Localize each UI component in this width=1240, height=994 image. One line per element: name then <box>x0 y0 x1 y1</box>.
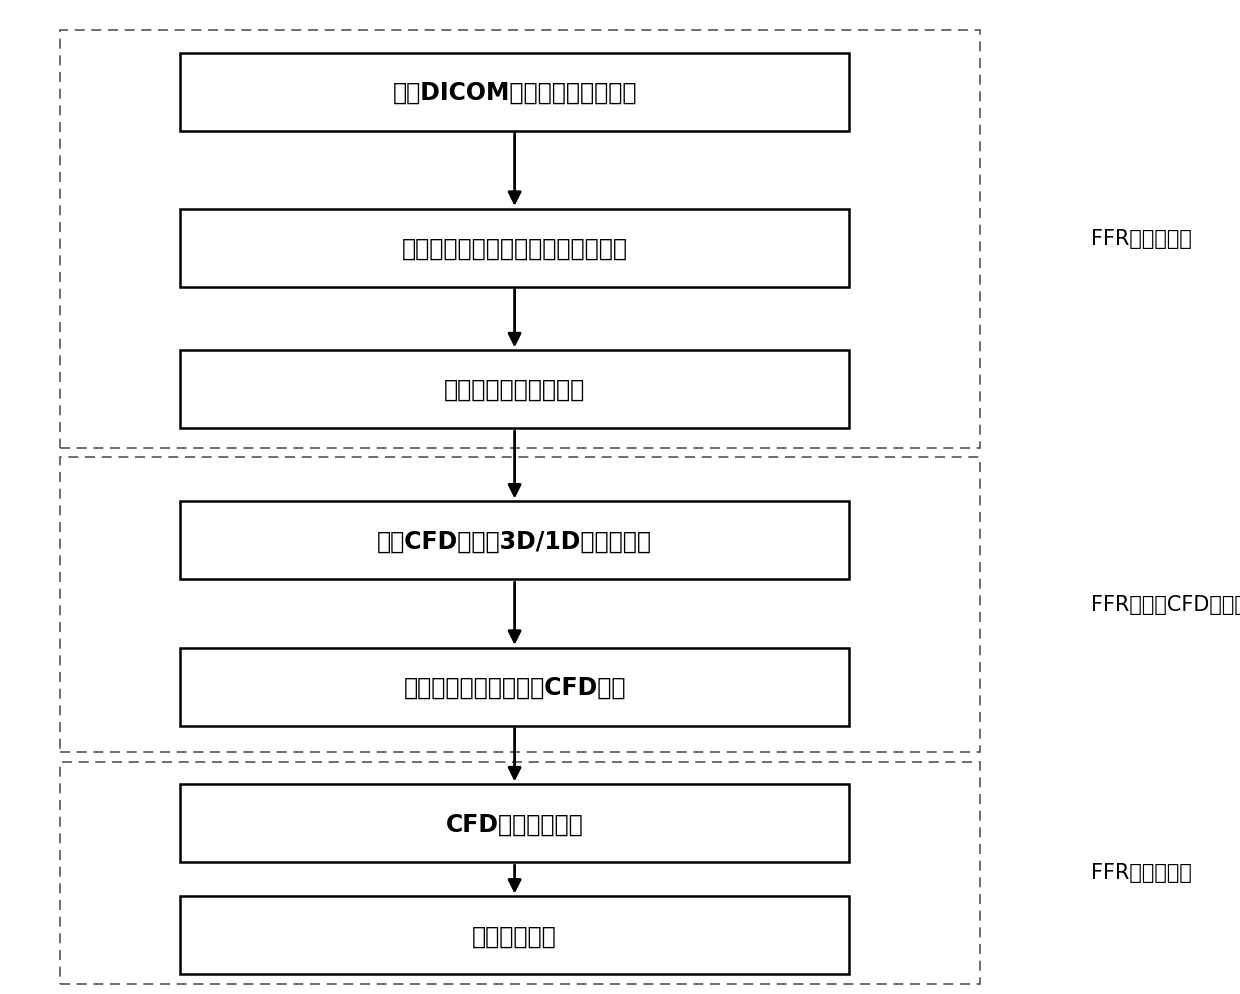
Text: 病人DICOM医学图像分析、处理: 病人DICOM医学图像分析、处理 <box>392 81 637 104</box>
Text: 血管树的几何模型生成: 血管树的几何模型生成 <box>444 378 585 402</box>
Text: FFR计算后处理: FFR计算后处理 <box>1091 862 1192 883</box>
Bar <box>60 762 980 984</box>
Text: CFD结果的后处理: CFD结果的后处理 <box>445 811 584 835</box>
Bar <box>180 784 849 863</box>
Text: 属性、边界条件设置和CFD计算: 属性、边界条件设置和CFD计算 <box>403 675 626 699</box>
Text: 病例分析报告: 病例分析报告 <box>472 923 557 947</box>
Text: 建立CFD模型（3D/1D）及其网格: 建立CFD模型（3D/1D）及其网格 <box>377 529 652 553</box>
Bar <box>180 648 849 726</box>
Text: 血管模型分割，中心线及血管壁生成: 血管模型分割，中心线及血管壁生成 <box>402 237 627 260</box>
Bar <box>180 54 849 131</box>
Bar <box>180 351 849 428</box>
Bar <box>60 458 980 752</box>
Bar <box>180 897 849 974</box>
Text: FFR计算前处理: FFR计算前处理 <box>1091 229 1192 248</box>
Bar <box>60 31 980 448</box>
Bar <box>180 210 849 287</box>
Text: FFR计算的CFD计算部分: FFR计算的CFD计算部分 <box>1091 594 1240 614</box>
Bar <box>180 502 849 580</box>
